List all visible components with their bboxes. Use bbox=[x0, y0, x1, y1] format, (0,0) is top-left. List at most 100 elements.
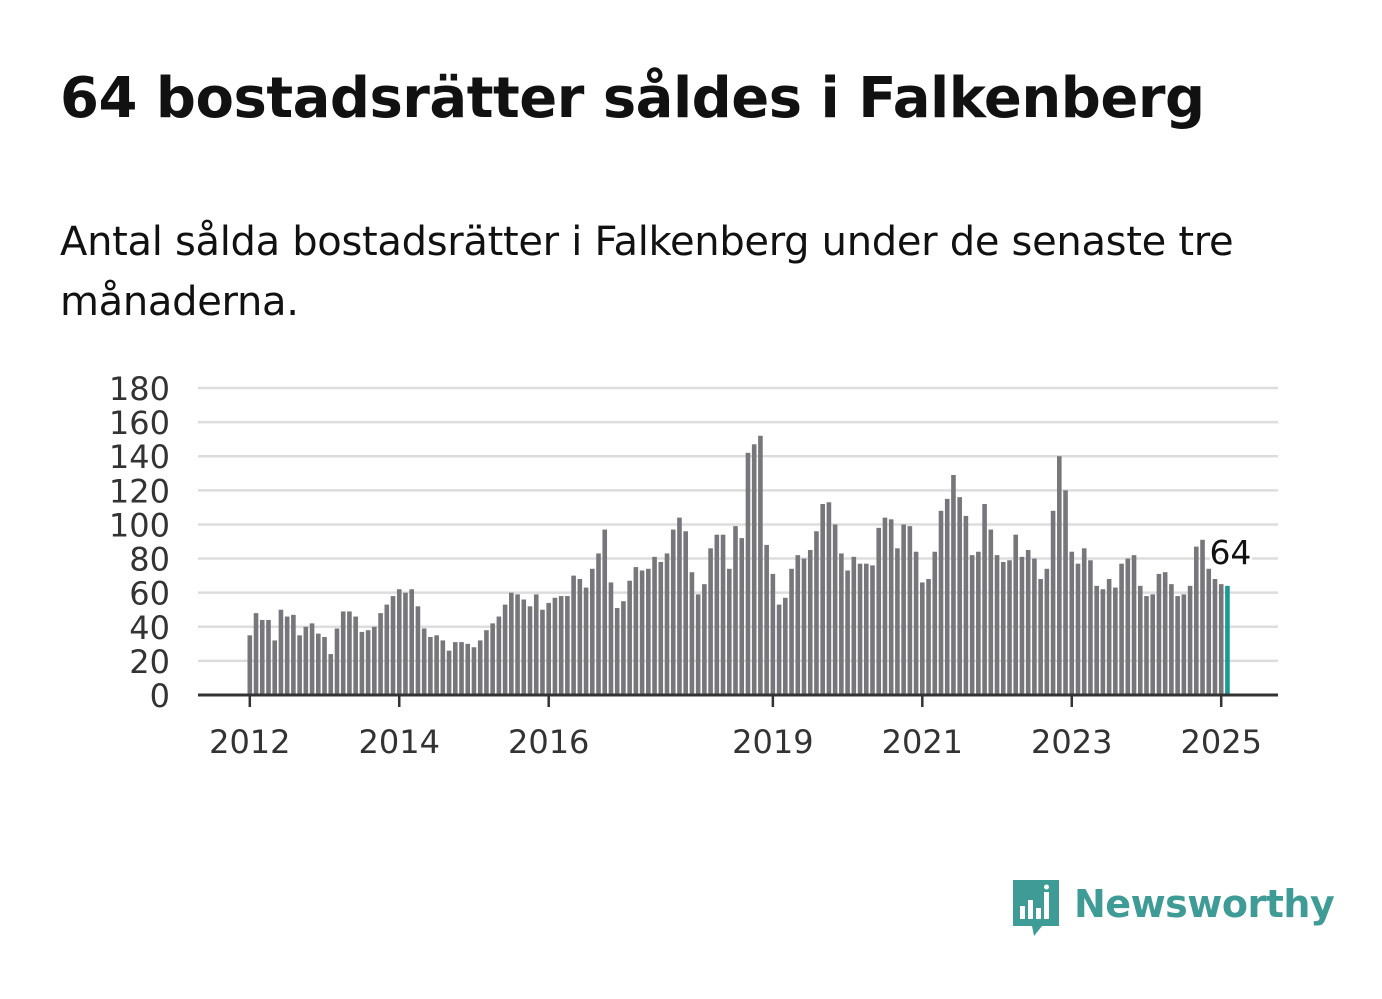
bar bbox=[527, 606, 533, 695]
y-tick-label: 20 bbox=[129, 643, 170, 681]
bar bbox=[839, 553, 844, 695]
bar bbox=[440, 640, 446, 695]
bar bbox=[1212, 579, 1218, 695]
bar bbox=[1144, 596, 1149, 695]
bar bbox=[509, 592, 514, 695]
bar bbox=[372, 626, 377, 695]
bar bbox=[309, 623, 315, 695]
bar bbox=[957, 497, 962, 695]
newsworthy-logo: Newsworthy bbox=[1010, 878, 1335, 942]
bar bbox=[284, 616, 290, 695]
bar bbox=[745, 452, 751, 695]
bar bbox=[565, 596, 570, 695]
bar bbox=[446, 650, 452, 695]
bar bbox=[851, 556, 857, 695]
x-tick-label: 2023 bbox=[1031, 723, 1112, 761]
x-tick-label: 2025 bbox=[1180, 723, 1261, 761]
logo-wordmark: Newsworthy bbox=[1074, 882, 1335, 926]
bar bbox=[390, 596, 396, 695]
chart-subtitle: Antal sålda bostadsrätter i Falkenberg u… bbox=[60, 219, 1234, 325]
bar bbox=[1044, 568, 1050, 695]
bar bbox=[633, 567, 639, 695]
bar bbox=[863, 563, 869, 695]
gridlines bbox=[198, 386, 1278, 663]
bar bbox=[1181, 594, 1187, 695]
bar bbox=[278, 609, 284, 695]
bar bbox=[552, 597, 558, 695]
bar bbox=[1206, 568, 1212, 695]
latest-value-label: 64 bbox=[1209, 533, 1251, 572]
bar bbox=[988, 529, 994, 695]
bar bbox=[1137, 585, 1143, 695]
bar bbox=[976, 551, 981, 695]
x-tick-label: 2012 bbox=[209, 723, 290, 761]
bar bbox=[428, 637, 433, 695]
bar bbox=[558, 596, 564, 695]
bar bbox=[646, 568, 651, 695]
bar bbox=[1094, 585, 1099, 695]
bar bbox=[577, 579, 583, 695]
bar bbox=[708, 548, 713, 695]
bar bbox=[1075, 563, 1081, 695]
bar bbox=[496, 616, 502, 695]
bar bbox=[328, 654, 334, 695]
bar bbox=[770, 573, 776, 695]
bar bbox=[695, 594, 701, 695]
newsworthy-logo-icon bbox=[1013, 880, 1059, 936]
bar bbox=[1106, 579, 1112, 695]
bar bbox=[789, 568, 794, 695]
bar bbox=[1032, 558, 1037, 695]
bar bbox=[459, 642, 464, 695]
bar bbox=[259, 619, 265, 695]
bar bbox=[888, 519, 894, 695]
bar bbox=[266, 619, 271, 695]
bar bbox=[801, 558, 807, 695]
bar bbox=[857, 563, 863, 695]
bar bbox=[291, 614, 296, 695]
bar bbox=[359, 631, 365, 695]
bar bbox=[596, 553, 601, 695]
bar bbox=[845, 570, 850, 695]
bar bbox=[378, 613, 383, 695]
bar bbox=[1187, 585, 1193, 695]
bar bbox=[1175, 596, 1180, 695]
bar bbox=[452, 642, 458, 695]
bar bbox=[820, 503, 825, 695]
bar bbox=[253, 613, 259, 695]
chart-title: 64 bostadsrätter såldes i Falkenberg bbox=[60, 66, 1205, 131]
bar bbox=[739, 538, 745, 695]
bar bbox=[365, 630, 371, 695]
bar bbox=[1218, 584, 1224, 695]
bar bbox=[415, 606, 421, 695]
y-tick-label: 0 bbox=[150, 677, 170, 715]
bar bbox=[664, 553, 670, 695]
bar bbox=[882, 517, 888, 695]
bar bbox=[795, 555, 801, 695]
bar bbox=[951, 474, 956, 695]
y-tick-label: 120 bbox=[109, 472, 170, 510]
bar bbox=[776, 604, 782, 695]
bar bbox=[944, 498, 950, 695]
bar bbox=[322, 637, 327, 695]
bar bbox=[303, 626, 309, 695]
y-tick-label: 100 bbox=[109, 506, 170, 544]
bar bbox=[764, 544, 769, 695]
bar bbox=[677, 517, 682, 695]
bar bbox=[1069, 551, 1075, 695]
bar bbox=[477, 640, 483, 695]
bar bbox=[639, 570, 645, 695]
x-tick-label: 2014 bbox=[359, 723, 440, 761]
bar bbox=[465, 643, 471, 695]
bar bbox=[340, 611, 346, 695]
bar bbox=[1162, 572, 1168, 695]
bars bbox=[247, 435, 1230, 695]
y-tick-label: 80 bbox=[129, 541, 170, 579]
bar bbox=[670, 529, 676, 695]
bar bbox=[714, 534, 720, 695]
bar bbox=[969, 555, 975, 695]
bar bbox=[702, 584, 707, 695]
bar bbox=[963, 515, 969, 695]
bar bbox=[1007, 560, 1012, 695]
bar bbox=[583, 587, 589, 695]
